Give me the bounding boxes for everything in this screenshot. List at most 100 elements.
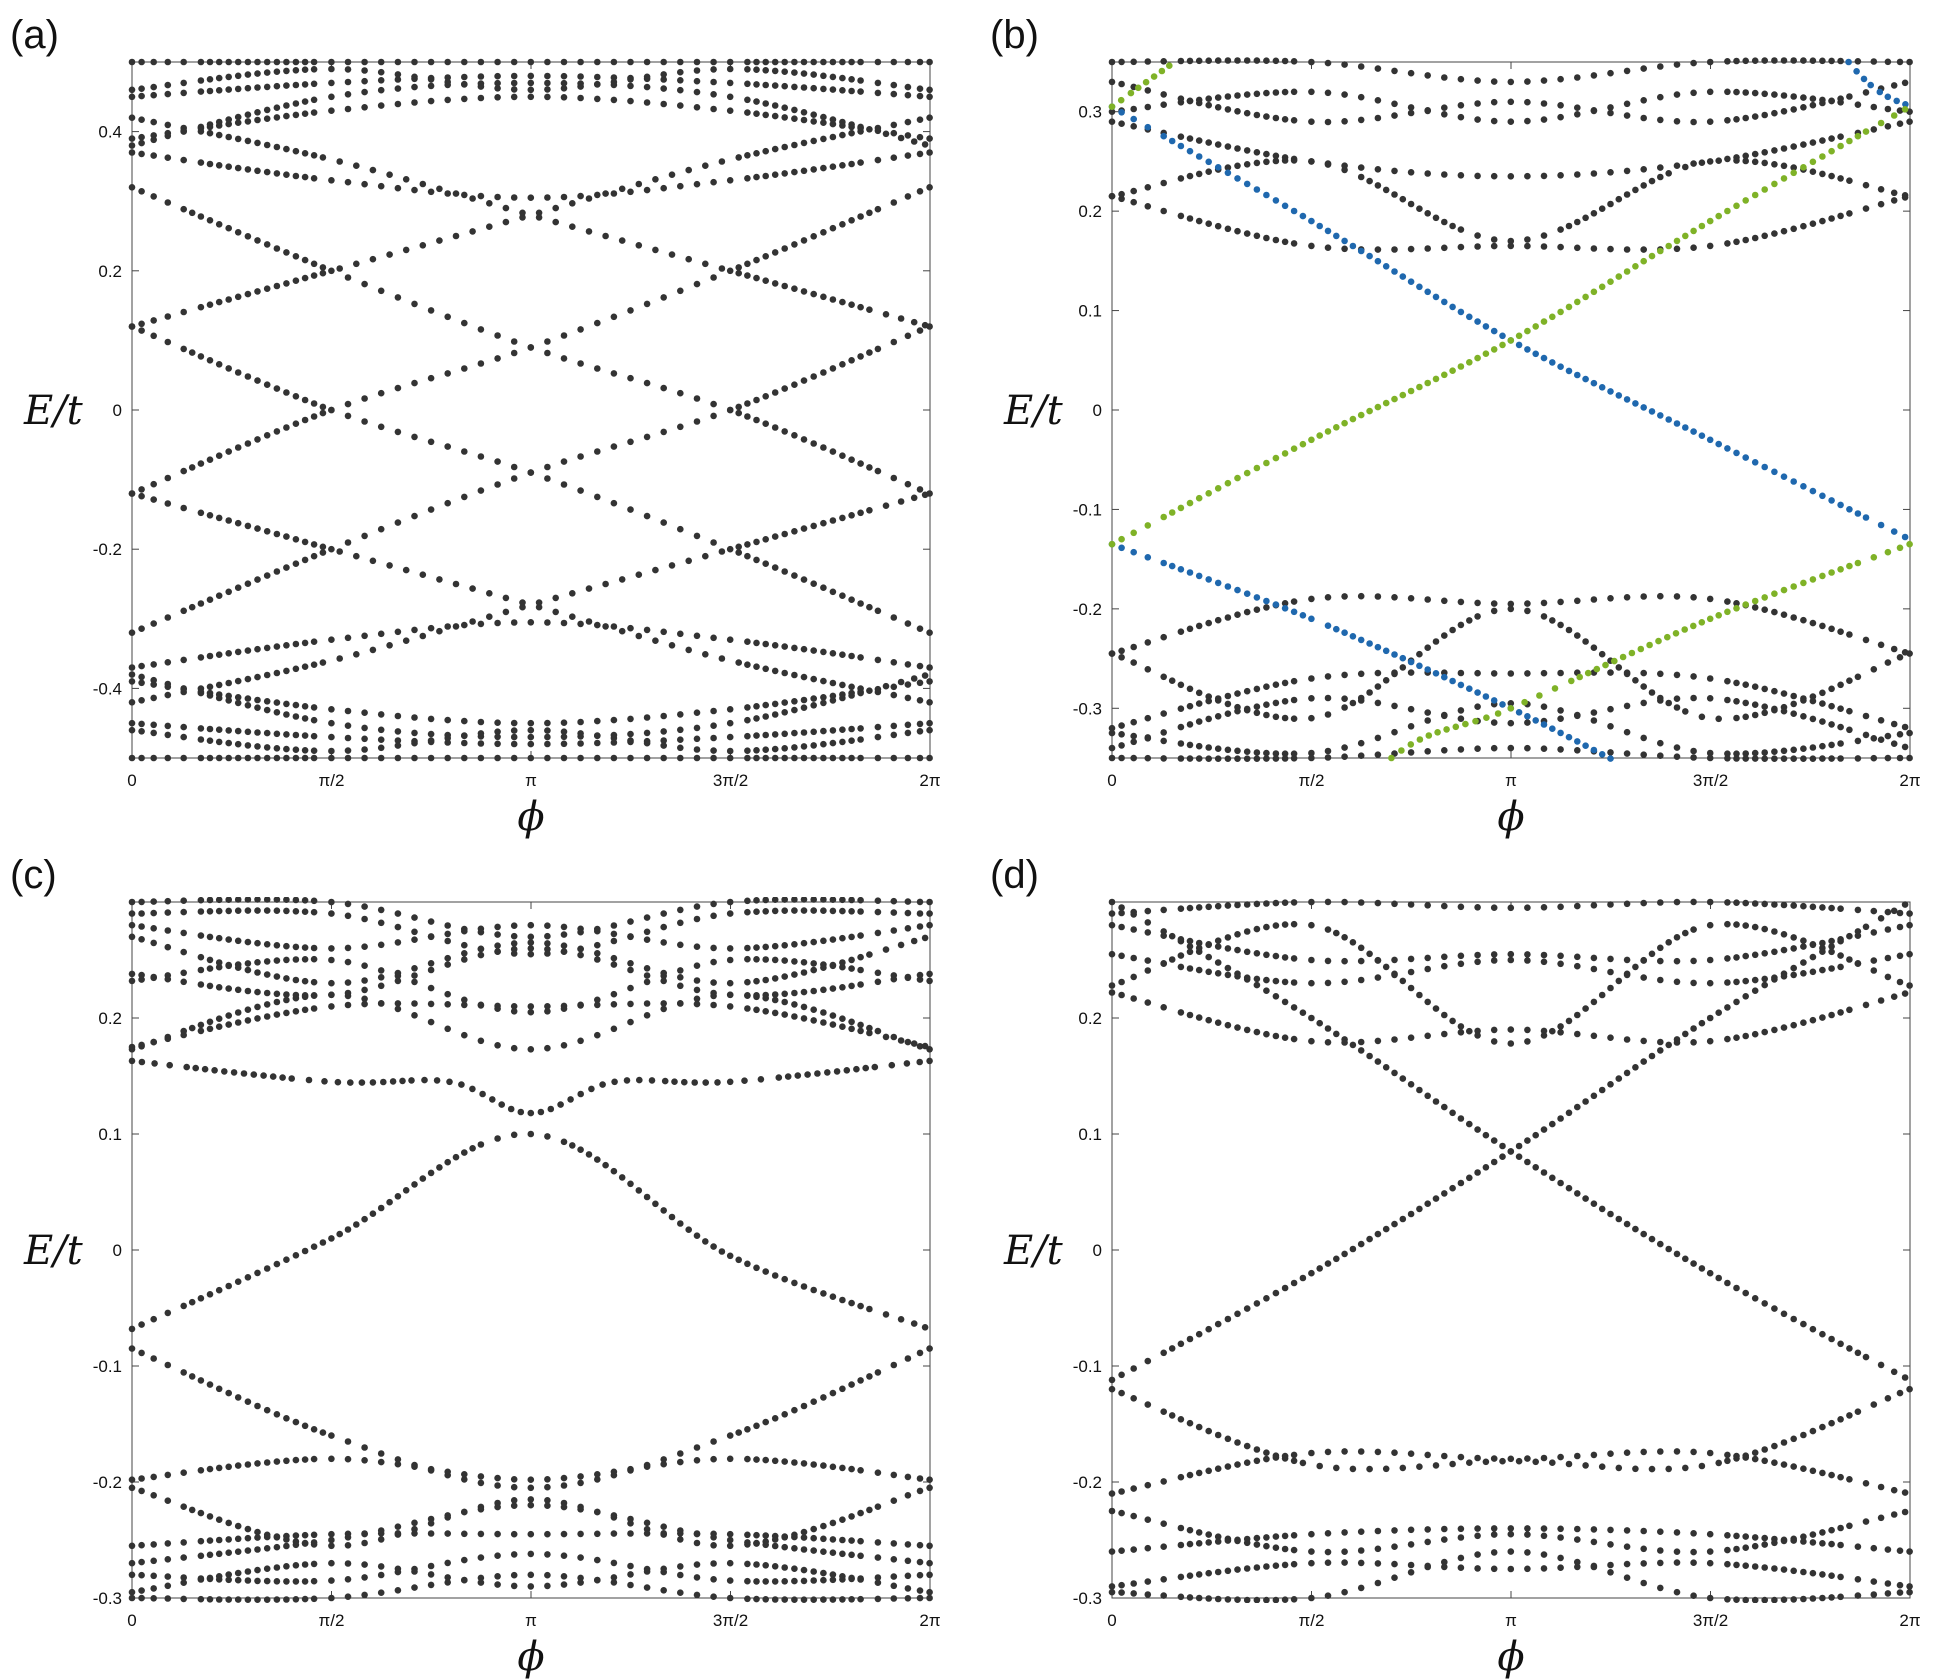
data-point xyxy=(263,1406,271,1414)
data-point xyxy=(1771,1442,1778,1450)
data-point xyxy=(577,1001,584,1009)
data-point xyxy=(1771,1305,1778,1312)
data-point xyxy=(164,680,172,688)
data-point xyxy=(693,746,701,753)
data-point xyxy=(1690,160,1697,167)
data-point xyxy=(1819,1540,1826,1547)
data-point xyxy=(1290,1532,1298,1539)
data-point xyxy=(904,152,912,159)
data-point xyxy=(1557,243,1564,251)
data-point xyxy=(1424,107,1431,114)
data-point xyxy=(1657,164,1664,171)
data-point xyxy=(1186,1540,1194,1548)
data-point xyxy=(710,754,717,762)
data-point xyxy=(254,1460,261,1467)
data-point xyxy=(677,906,684,914)
data-point xyxy=(328,1432,335,1439)
data-point xyxy=(1224,57,1232,64)
data-point xyxy=(477,94,485,102)
data-point xyxy=(180,89,187,97)
data-point xyxy=(610,370,618,377)
y-tick-label: -0.2 xyxy=(93,1473,122,1492)
data-point xyxy=(1557,102,1564,109)
data-point xyxy=(560,85,568,92)
data-point xyxy=(1366,252,1373,260)
data-point xyxy=(263,907,271,914)
data-point xyxy=(1341,957,1348,965)
data-point xyxy=(1896,58,1904,66)
data-point xyxy=(394,1460,402,1468)
data-point xyxy=(283,731,290,738)
data-point xyxy=(1205,941,1212,949)
data-point xyxy=(494,1135,501,1142)
data-point xyxy=(702,552,709,560)
data-point xyxy=(1846,177,1853,184)
data-point xyxy=(1809,1467,1817,1475)
data-point xyxy=(1407,1526,1415,1534)
data-point xyxy=(377,1000,385,1007)
data-point xyxy=(1598,1463,1606,1470)
data-point xyxy=(1263,597,1270,605)
data-point xyxy=(829,1021,837,1028)
data-point xyxy=(444,734,452,742)
data-point xyxy=(225,224,232,232)
data-point xyxy=(726,754,734,762)
data-point xyxy=(344,707,352,715)
data-point xyxy=(535,209,543,217)
data-point xyxy=(244,440,252,447)
data-point xyxy=(150,909,157,917)
data-point xyxy=(283,82,290,89)
data-point xyxy=(810,960,817,967)
data-point xyxy=(1540,232,1548,239)
data-point xyxy=(377,287,385,295)
data-point xyxy=(128,933,136,941)
data-point xyxy=(1160,960,1167,967)
data-point xyxy=(206,1537,214,1544)
data-point xyxy=(594,1001,601,1009)
data-point xyxy=(1598,991,1606,999)
data-point xyxy=(744,175,751,182)
data-point xyxy=(1416,1086,1423,1094)
data-point xyxy=(810,137,817,145)
data-point xyxy=(1800,141,1807,148)
data-point xyxy=(1574,902,1581,910)
data-point xyxy=(560,481,568,488)
data-point xyxy=(221,1068,228,1075)
data-point xyxy=(254,743,261,750)
data-point xyxy=(577,730,584,737)
data-point xyxy=(1186,97,1194,105)
data-point xyxy=(301,150,309,157)
data-point xyxy=(254,237,261,244)
data-point xyxy=(643,965,651,972)
data-point xyxy=(839,726,846,733)
data-point xyxy=(744,955,751,963)
data-point xyxy=(344,1593,352,1600)
data-point xyxy=(1118,1389,1125,1397)
data-point xyxy=(904,1492,912,1499)
data-point xyxy=(839,681,846,689)
data-point xyxy=(1690,118,1697,126)
data-point xyxy=(1724,207,1731,215)
data-point xyxy=(702,260,709,268)
data-point xyxy=(1499,1457,1506,1465)
panel-a: (a) -0.4 -0.2 0 0.2 0.4 0 π/2 π 3π/2 2π ϕ E/t xyxy=(0,0,980,840)
data-point xyxy=(234,85,242,93)
data-point xyxy=(1490,1531,1498,1538)
data-point xyxy=(263,1533,271,1541)
data-point xyxy=(848,1018,855,1026)
data-point xyxy=(1195,1594,1203,1602)
data-point xyxy=(1424,998,1431,1006)
data-point xyxy=(377,906,385,914)
data-point xyxy=(710,274,717,281)
data-point xyxy=(771,112,779,120)
data-point xyxy=(848,692,855,699)
data-point xyxy=(1263,1455,1270,1463)
data-point xyxy=(921,672,929,679)
data-point xyxy=(1870,735,1878,742)
data-point xyxy=(197,981,205,988)
data-point xyxy=(874,89,882,97)
data-point xyxy=(1457,903,1465,911)
data-point xyxy=(810,166,817,173)
data-point xyxy=(1673,898,1681,906)
data-point xyxy=(1733,154,1740,161)
